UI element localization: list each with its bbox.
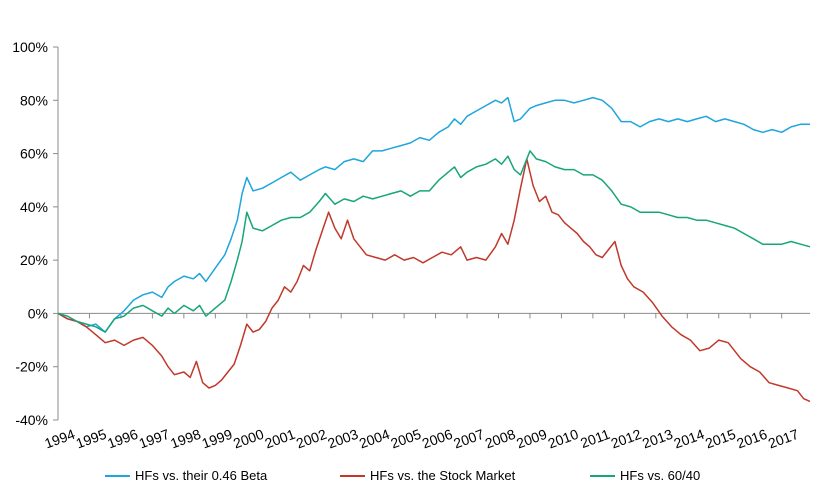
x-tick-label: 1999 bbox=[200, 426, 235, 452]
x-tick-label: 1998 bbox=[168, 426, 203, 452]
x-tick-label: 1994 bbox=[42, 426, 77, 452]
x-tick-label: 2008 bbox=[483, 426, 518, 452]
x-tick-label: 2007 bbox=[451, 426, 486, 452]
x-tick-label: 1996 bbox=[105, 426, 140, 452]
x-tick-label: 2002 bbox=[294, 426, 329, 452]
y-tick-label: 40% bbox=[20, 199, 48, 215]
y-tick-label: 60% bbox=[20, 146, 48, 162]
series-line-3 bbox=[57, 150, 811, 333]
series-lines bbox=[57, 96, 811, 403]
y-tick-label: -40% bbox=[15, 412, 48, 428]
x-tick-label: 2017 bbox=[766, 426, 801, 452]
y-tick-label: 20% bbox=[20, 252, 48, 268]
legend-label-3: HFs vs. 60/40 bbox=[620, 468, 700, 483]
series-line-2 bbox=[57, 158, 811, 403]
legend-label-1: HFs vs. their 0.46 Beta bbox=[135, 468, 268, 483]
x-tick-label: 2004 bbox=[357, 426, 392, 452]
x-tick-label: 2012 bbox=[609, 426, 644, 452]
x-tick-label: 2013 bbox=[640, 426, 675, 452]
axes: -40%-20%0%20%40%60%80%100%19941995199619… bbox=[12, 39, 810, 451]
y-tick-label: -20% bbox=[15, 359, 48, 375]
x-tick-label: 2000 bbox=[231, 426, 266, 452]
legend-label-2: HFs vs. the Stock Market bbox=[370, 468, 516, 483]
x-tick-label: 2014 bbox=[672, 426, 707, 452]
x-tick-label: 2001 bbox=[263, 426, 298, 452]
y-tick-label: 100% bbox=[12, 39, 48, 55]
x-tick-label: 1997 bbox=[137, 426, 172, 452]
y-tick-label: 0% bbox=[28, 305, 48, 321]
x-tick-label: 2006 bbox=[420, 426, 455, 452]
legend: HFs vs. their 0.46 Beta HFs vs. the Stock… bbox=[105, 468, 700, 483]
x-tick-label: 2011 bbox=[578, 426, 612, 451]
x-tick-label: 2016 bbox=[734, 426, 769, 452]
series-line-1 bbox=[57, 96, 810, 333]
x-tick-label: 2003 bbox=[325, 426, 360, 452]
x-tick-label: 2005 bbox=[388, 426, 423, 452]
x-tick-label: 2015 bbox=[703, 426, 738, 452]
x-tick-label: 1995 bbox=[74, 426, 109, 452]
y-tick-label: 80% bbox=[20, 92, 48, 108]
x-tick-label: 2010 bbox=[546, 426, 581, 452]
x-tick-label: 2009 bbox=[514, 426, 549, 452]
